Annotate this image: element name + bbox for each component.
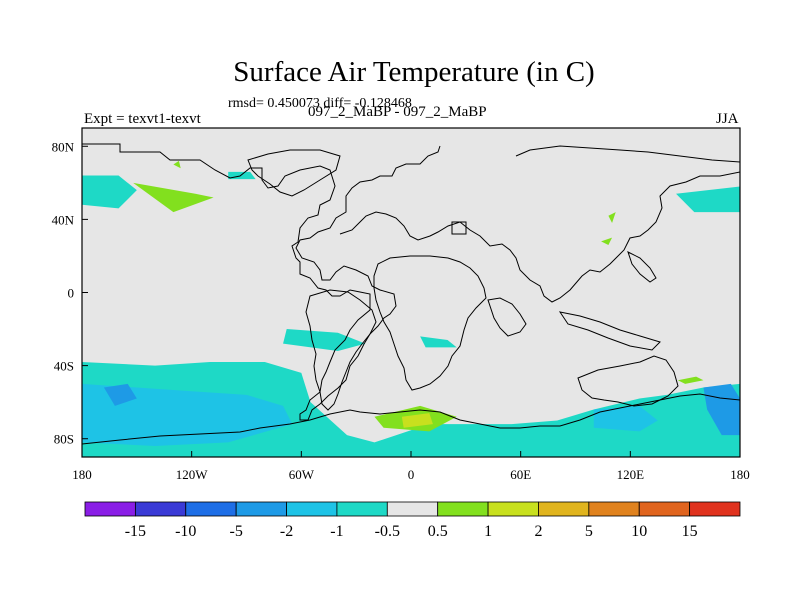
africa-outline — [373, 255, 487, 391]
contour-region-green-alaska — [133, 182, 214, 213]
colorbar-swatch — [487, 501, 539, 517]
colorbar-label: 1 — [484, 523, 492, 540]
x-tick-label: 60W — [289, 467, 315, 482]
colorbar-swatch — [84, 501, 136, 517]
x-tick-label: 180 — [730, 467, 750, 482]
chart-title: Surface Air Temperature (in C) — [233, 56, 595, 88]
contour-region-blue-south-indian — [593, 405, 658, 432]
colorbar-label: -5 — [229, 523, 242, 540]
contour-region-green-arctic-dot — [173, 160, 181, 169]
contour-region-cyan-south-indian-patch — [420, 336, 457, 348]
contour-region-cyan-south-atlantic — [283, 329, 366, 351]
colorbar-swatch — [437, 501, 489, 517]
colorbar-label: -10 — [175, 523, 196, 540]
y-tick-label: 40N — [52, 212, 75, 227]
contour-region-yellow-antarctic-coast — [401, 413, 433, 428]
colorbar-label: -0.5 — [375, 523, 400, 540]
colorbar-swatch — [538, 501, 590, 517]
x-tick-label: 120W — [176, 467, 209, 482]
colorbar-swatch — [386, 501, 439, 517]
greenland-outline — [247, 149, 341, 197]
north-america-outline — [82, 143, 441, 421]
eurasia-outline — [339, 145, 740, 303]
colorbar-swatch — [235, 501, 287, 517]
arabia-outline — [487, 297, 527, 337]
y-tick-label: 40S — [54, 359, 74, 374]
contour-region-green-east-asia-1 — [608, 212, 616, 224]
x-tick-label: 180 — [72, 467, 92, 482]
colorbar-swatch — [134, 501, 187, 517]
colorbar-label: 2 — [534, 523, 542, 540]
colorbar-swatch — [638, 501, 691, 517]
x-tick-label: 60E — [510, 467, 531, 482]
japan-outline — [627, 251, 657, 283]
contour-region-green-east-asia-2 — [601, 237, 613, 245]
contour-region-cyan-north-pacific — [82, 175, 137, 209]
case-label: 097_2_MaBP - 097_2_MaBP — [308, 104, 487, 120]
contour-region-cyan-north-pacific-east — [676, 186, 740, 213]
colorbar-label: 5 — [585, 523, 593, 540]
contour-region-deep-blue-south-1 — [103, 383, 137, 406]
colorbar-swatch — [336, 501, 388, 517]
colorbar-label: 0.5 — [428, 523, 448, 540]
experiment-label: Expt = texvt1-texvt — [84, 111, 201, 127]
south-america-outline — [305, 289, 377, 411]
colorbar-label: -15 — [125, 523, 146, 540]
colorbar-label: -2 — [280, 523, 293, 540]
colorbar-swatch — [588, 501, 640, 517]
stats-label: rmsd= 0.450073 diff= -0.128468 — [228, 96, 412, 111]
y-tick-label: 80N — [52, 139, 75, 154]
y-axis-ticks: 80N 40N 0 40S 80S — [52, 139, 88, 447]
colorbar-label: -1 — [330, 523, 343, 540]
indonesia-outline — [558, 311, 661, 351]
colorbar-swatch — [286, 501, 338, 517]
x-tick-label: 0 — [408, 467, 415, 482]
contour-region-green-southeast — [677, 376, 704, 384]
colorbar-label: 15 — [682, 523, 698, 540]
continent-outlines — [82, 143, 740, 445]
antarctica-outline — [82, 393, 740, 445]
colorbar: -15 -10 -5 -2 -1 -0.5 0.5 1 2 5 10 15 — [84, 501, 741, 540]
contour-region-blue-southern-pacific — [82, 383, 293, 447]
x-axis-ticks: 180 120W 60W 0 60E 120E 180 — [72, 451, 750, 482]
colorbar-swatch — [689, 501, 741, 517]
season-label: JJA — [716, 111, 739, 127]
y-tick-label: 80S — [54, 432, 74, 447]
y-tick-label: 0 — [68, 286, 75, 301]
colorbar-swatch — [185, 501, 237, 517]
x-tick-label: 120E — [617, 467, 645, 482]
island-outline — [451, 221, 467, 235]
colorbar-label: 10 — [631, 523, 647, 540]
australia-outline — [577, 355, 679, 407]
